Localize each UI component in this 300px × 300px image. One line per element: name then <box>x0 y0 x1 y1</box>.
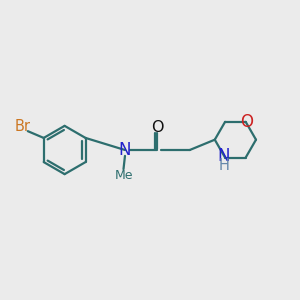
Text: N: N <box>218 147 230 165</box>
Text: O: O <box>240 113 254 131</box>
Text: O: O <box>151 119 164 134</box>
Text: Me: Me <box>114 169 133 182</box>
Text: Br: Br <box>14 118 30 134</box>
Text: N: N <box>119 141 131 159</box>
Text: H: H <box>218 158 229 173</box>
